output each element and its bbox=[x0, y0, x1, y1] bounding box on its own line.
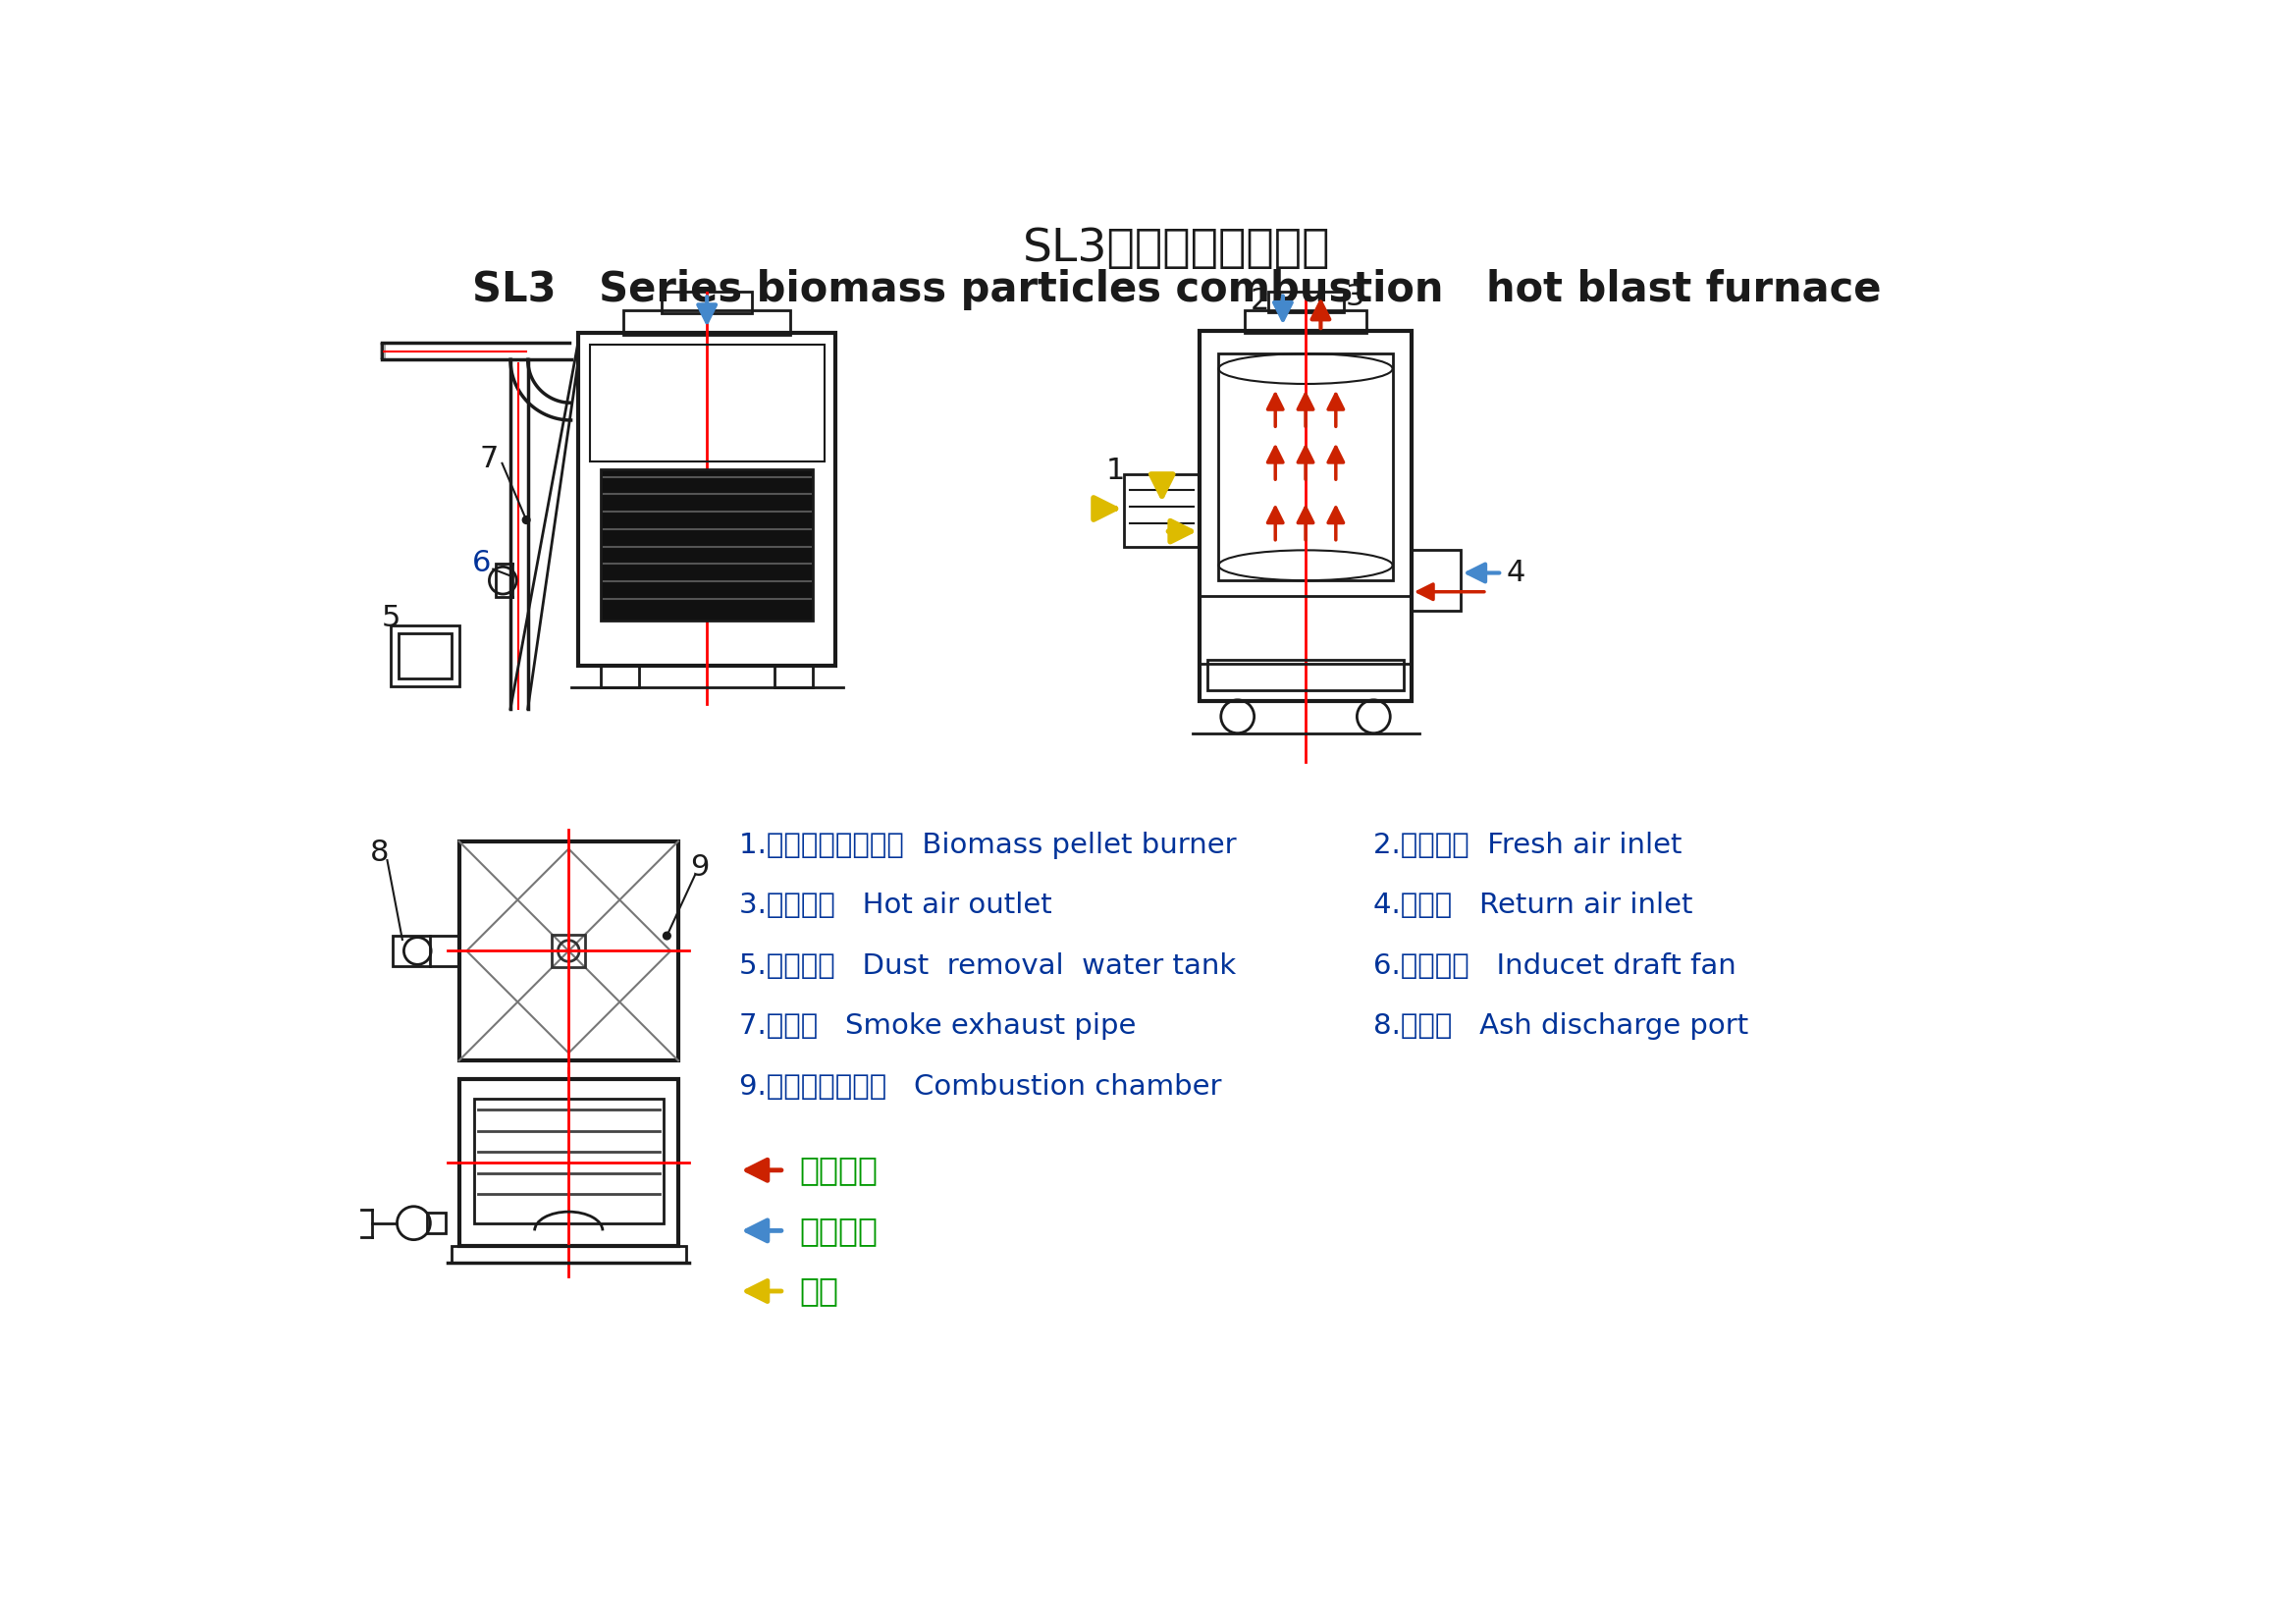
Text: 1: 1 bbox=[1107, 456, 1125, 486]
Text: 1.生物质颗粒燃烧机  Biomass pellet burner: 1.生物质颗粒燃烧机 Biomass pellet burner bbox=[739, 831, 1235, 859]
Text: 4.回风口   Return air inlet: 4.回风口 Return air inlet bbox=[1373, 892, 1692, 919]
Text: 5: 5 bbox=[381, 604, 400, 632]
Bar bbox=[475, 1098, 664, 1223]
Text: 3: 3 bbox=[1345, 283, 1364, 312]
Text: 6: 6 bbox=[473, 549, 491, 577]
Text: 7.排烟管   Smoke exhaust pipe: 7.排烟管 Smoke exhaust pipe bbox=[739, 1013, 1137, 1041]
Text: SL3   Series biomass particles combustion   hot blast furnace: SL3 Series biomass particles combustion … bbox=[471, 268, 1880, 310]
Text: 6.引烟风机   Inducet draft fan: 6.引烟风机 Inducet draft fan bbox=[1373, 952, 1736, 979]
Text: 8: 8 bbox=[370, 838, 390, 867]
Bar bbox=[602, 469, 813, 620]
Bar bbox=[551, 934, 585, 968]
Text: 4: 4 bbox=[1506, 559, 1525, 588]
Text: 燃料: 燃料 bbox=[799, 1275, 838, 1307]
Text: 9.燃烧室（炉膛）   Combustion chamber: 9.燃烧室（炉膛） Combustion chamber bbox=[739, 1073, 1221, 1101]
Bar bbox=[1208, 659, 1403, 690]
Text: 低温空气: 低温空气 bbox=[799, 1215, 877, 1247]
Bar bbox=[1125, 474, 1201, 546]
Bar bbox=[776, 666, 813, 687]
Bar bbox=[1201, 331, 1412, 702]
Bar bbox=[1244, 310, 1366, 333]
Bar bbox=[452, 1246, 687, 1262]
Bar bbox=[661, 292, 753, 313]
Bar bbox=[1219, 354, 1391, 580]
Circle shape bbox=[523, 516, 530, 525]
Bar bbox=[427, 1213, 445, 1234]
Bar bbox=[393, 935, 429, 966]
Bar bbox=[1267, 292, 1343, 312]
Text: 9: 9 bbox=[689, 854, 709, 882]
Bar bbox=[459, 1080, 677, 1246]
Text: 2: 2 bbox=[1251, 286, 1270, 315]
Bar bbox=[1412, 551, 1460, 611]
Text: 高温空气: 高温空气 bbox=[799, 1155, 877, 1187]
Text: SL3系列生物质热风炉: SL3系列生物质热风炉 bbox=[1022, 227, 1329, 271]
Bar bbox=[400, 633, 452, 679]
Bar bbox=[390, 625, 459, 687]
Text: 8.掏灰口   Ash discharge port: 8.掏灰口 Ash discharge port bbox=[1373, 1013, 1750, 1041]
Bar bbox=[379, 343, 386, 359]
Bar bbox=[1201, 596, 1412, 664]
Bar bbox=[602, 666, 638, 687]
Bar bbox=[579, 333, 836, 666]
Text: 5.除尘水箱   Dust  removal  water tank: 5.除尘水箱 Dust removal water tank bbox=[739, 952, 1235, 979]
Text: 7: 7 bbox=[480, 445, 498, 474]
Bar bbox=[496, 564, 512, 598]
Bar bbox=[590, 344, 824, 461]
Bar bbox=[625, 310, 790, 335]
Text: 2.新风进口  Fresh air inlet: 2.新风进口 Fresh air inlet bbox=[1373, 831, 1683, 859]
Bar bbox=[459, 841, 677, 1060]
Text: 3.热风出口   Hot air outlet: 3.热风出口 Hot air outlet bbox=[739, 892, 1052, 919]
Circle shape bbox=[664, 932, 670, 940]
